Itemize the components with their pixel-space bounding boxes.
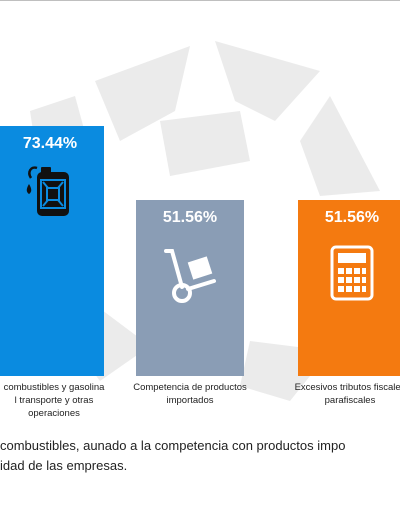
hand-truck-icon <box>164 249 216 303</box>
body-paragraph: combustibles, aunado a la competencia co… <box>0 436 400 476</box>
category-label-line: l transporte y otras <box>14 395 94 406</box>
category-label-fuel: combustibles y gasolina l transporte y o… <box>0 381 112 420</box>
chart-area: 73.44% 51.56% 51.56% <box>0 0 400 420</box>
bar-taxes: 51.56% <box>298 200 400 376</box>
bar-value-label: 51.56% <box>162 209 218 226</box>
calculator-icon <box>330 245 374 301</box>
category-label-line: importados <box>166 395 214 406</box>
body-line: idad de las empresas. <box>0 458 128 473</box>
category-label-line: operaciones <box>28 408 80 419</box>
category-label-line: combustibles y gasolina <box>3 382 105 393</box>
bar-value-label: 51.56% <box>324 209 380 226</box>
fuel-can-icon <box>26 166 69 216</box>
bar-fuel: 73.44% <box>0 126 104 376</box>
bar-imported-products: 51.56% <box>136 200 244 376</box>
body-line: combustibles, aunado a la competencia co… <box>0 438 346 453</box>
category-label-taxes: Excesivos tributos fiscales parafiscales <box>282 381 400 407</box>
category-label-line: Competencia de productos <box>133 382 247 393</box>
bar-value-label: 73.44% <box>22 135 78 152</box>
category-label-line: Excesivos tributos fiscales <box>294 382 400 393</box>
category-label-imported-products: Competencia de productos importados <box>122 381 258 407</box>
category-label-line: parafiscales <box>324 395 376 406</box>
